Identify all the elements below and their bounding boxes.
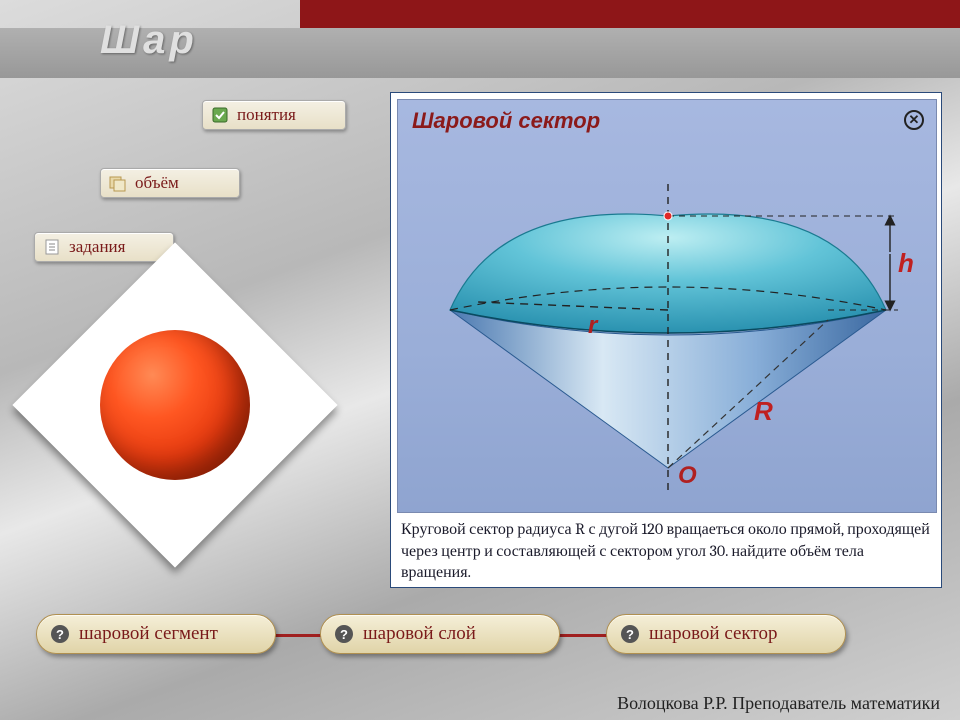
red-bar [300,0,960,28]
label-r: r [588,312,597,340]
sector-diagram [398,100,938,514]
help-icon: ? [621,625,639,643]
volume-button[interactable]: объём [100,168,240,198]
segment-label: шаровой сегмент [79,623,218,645]
volume-label: объём [135,173,179,193]
ball-image [100,330,250,480]
volume-icon [109,174,127,192]
help-icon: ? [335,625,353,643]
segment-pill[interactable]: ? шаровой сегмент [36,614,276,654]
layer-pill[interactable]: ? шаровой слой [320,614,560,654]
help-icon: ? [51,625,69,643]
tasks-button[interactable]: задания [34,232,174,262]
tasks-label: задания [69,237,125,257]
label-O: O [678,462,697,490]
page-title: Шар [100,18,198,63]
sector-pill[interactable]: ? шаровой сектор [606,614,846,654]
label-R: R [754,396,773,427]
diagram-panel: Шаровой сектор ✕ [390,92,942,588]
diagram-area: Шаровой сектор ✕ [397,99,937,513]
label-h: h [898,248,914,279]
connector-2 [554,634,610,637]
concepts-icon [211,106,229,124]
layer-label: шаровой слой [363,623,476,645]
sector-label: шаровой сектор [649,623,777,645]
concepts-label: понятия [237,105,296,125]
connector-1 [268,634,324,637]
panel-caption: Круговой сектор радиуса R с дугой 120 вр… [401,519,931,584]
footer-credit: Волоцкова Р.Р. Преподаватель математики [617,693,940,714]
concepts-button[interactable]: понятия [202,100,346,130]
tasks-icon [43,238,61,256]
